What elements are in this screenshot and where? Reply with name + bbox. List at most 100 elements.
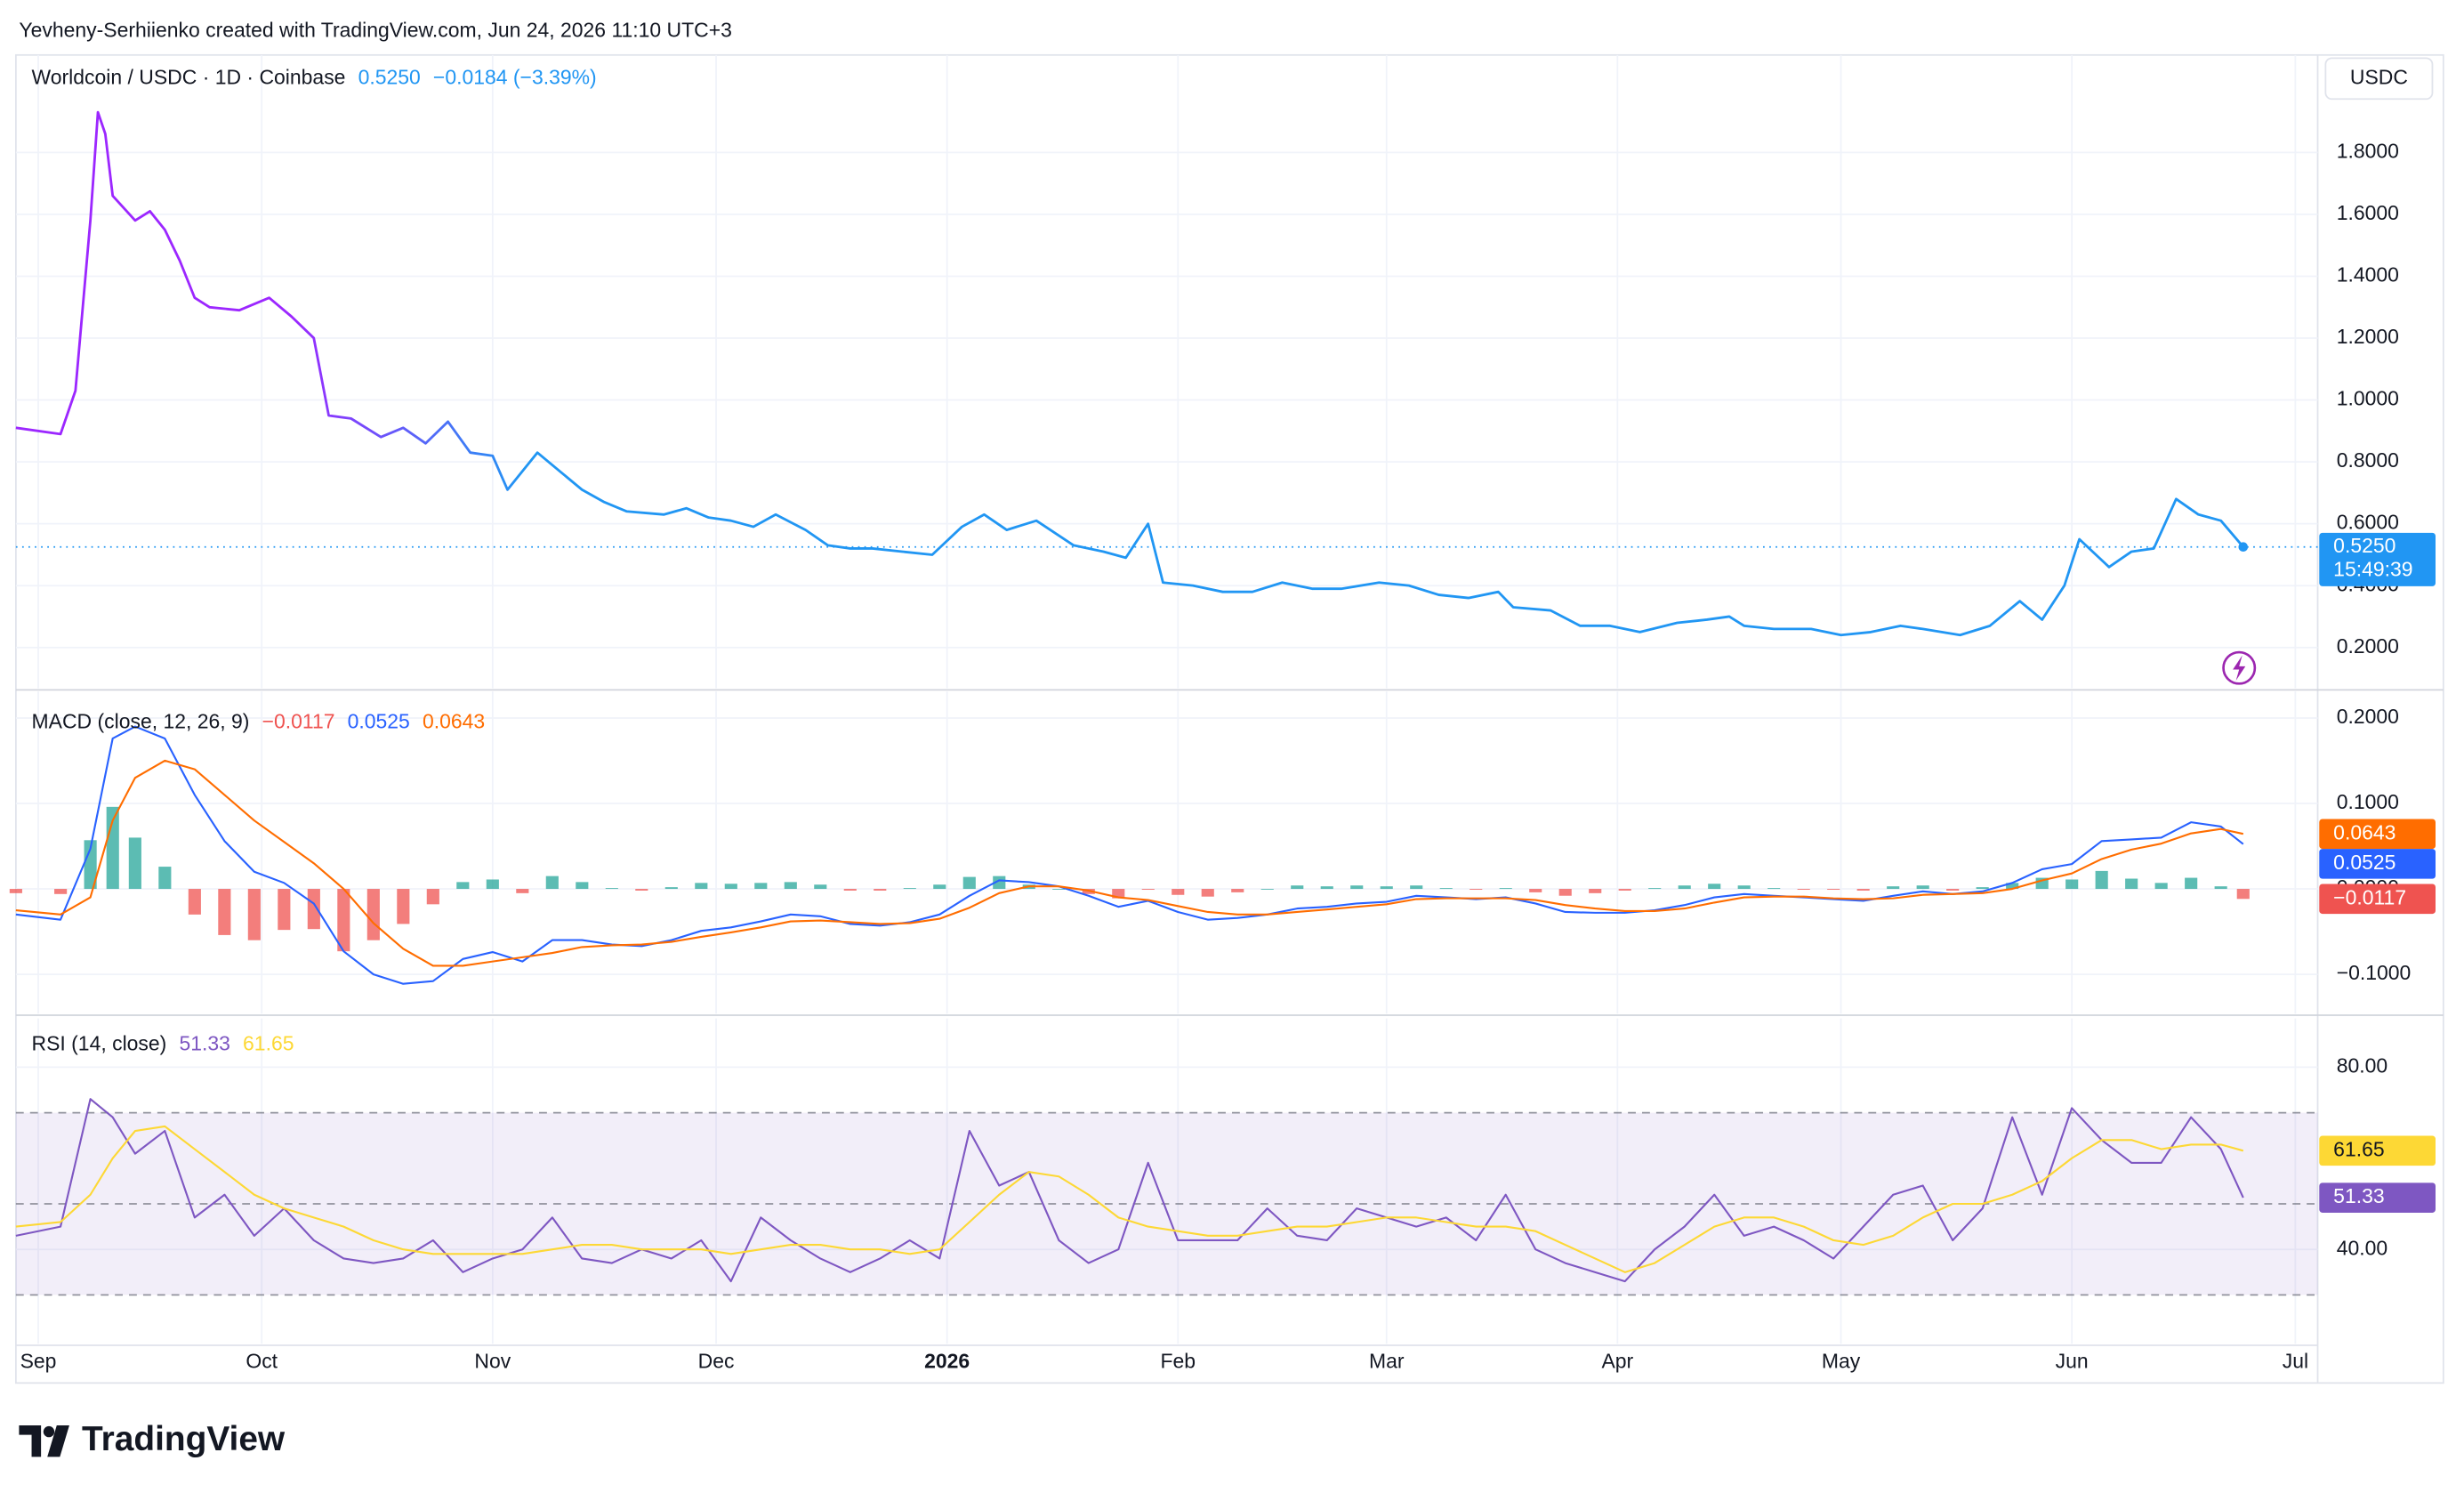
histogram-bar (1439, 888, 1453, 890)
value-tag (2319, 884, 2436, 915)
x-tick-label: 2026 (924, 1349, 970, 1372)
pane-title: Worldcoin / USDC · 1D · Coinbase (32, 65, 346, 88)
x-tick-label: Oct (246, 1349, 278, 1372)
histogram-bar (397, 889, 410, 924)
histogram-bar (2006, 883, 2019, 890)
x-tick-label: Dec (698, 1349, 735, 1372)
histogram-bar (1648, 888, 1662, 890)
value-tag (2319, 1135, 2436, 1166)
histogram-bar (2185, 877, 2198, 890)
histogram-bar (695, 883, 708, 890)
histogram-bar (247, 889, 261, 940)
legend-value: −0.0117 (262, 710, 335, 733)
value-tag-label: 51.33 (2333, 1184, 2384, 1207)
histogram-bar (1708, 884, 1721, 890)
y-tick-label: 0.1000 (2337, 790, 2399, 813)
histogram-bar (307, 889, 320, 930)
histogram-bar (1291, 885, 1304, 890)
credit: Yevheny-Serhiienko created with TradingV… (19, 18, 732, 41)
x-tick-label: Mar (1369, 1349, 1405, 1372)
histogram-bar (2095, 870, 2108, 890)
y-tick-label: 0.2000 (2337, 634, 2399, 658)
y-tick-label: 80.00 (2337, 1053, 2388, 1077)
histogram-bar (1916, 885, 1929, 890)
x-tick-label: Jun (2056, 1349, 2089, 1372)
histogram-bar (188, 889, 201, 915)
y-tick-label: 0.6000 (2337, 511, 2399, 534)
histogram-bar (754, 883, 768, 890)
value-tag (2319, 849, 2436, 879)
axis-unit: USDC (2350, 65, 2408, 88)
histogram-bar (54, 889, 68, 894)
histogram-bar (993, 876, 1006, 890)
histogram-bar (1797, 889, 1810, 891)
histogram-bar (1976, 887, 1989, 890)
histogram-bar (106, 806, 119, 890)
x-tick-label: Jul (2283, 1349, 2308, 1372)
histogram-bar (1887, 886, 1900, 890)
y-tick-label: 1.0000 (2337, 387, 2399, 410)
y-tick-label: −0.1000 (2337, 961, 2412, 984)
histogram-bar (128, 837, 141, 890)
histogram-bar (337, 889, 350, 952)
unit-box (2324, 57, 2434, 101)
y-tick-label: 1.2000 (2337, 325, 2399, 348)
last-price-dot (2238, 542, 2249, 553)
histogram-bar (576, 882, 589, 890)
brand-logo (19, 1425, 69, 1457)
value-tag (2319, 819, 2436, 850)
histogram-bar (724, 884, 737, 890)
mark-layer (9, 110, 2250, 1283)
histogram-bar (1589, 889, 1602, 893)
value-tag (2319, 1182, 2436, 1213)
value-tag-label: 61.65 (2333, 1137, 2384, 1160)
histogram-bar (903, 888, 916, 890)
indicator-line (15, 759, 2244, 967)
histogram-bar (2214, 886, 2227, 890)
histogram-bar (1112, 889, 1125, 899)
histogram-bar (664, 887, 678, 890)
histogram-bar (84, 840, 97, 890)
legend-value: 0.5250 (358, 65, 421, 88)
price-line (15, 110, 2244, 637)
histogram-bar (1350, 885, 1364, 890)
legend-value: 61.65 (243, 1032, 294, 1055)
histogram-bar (426, 889, 439, 905)
histogram-bar (486, 879, 499, 890)
legend-value: 0.0525 (348, 710, 410, 733)
pane-title: MACD (close, 12, 26, 9) (32, 710, 250, 733)
alert-icon (2222, 650, 2257, 685)
y-tick-label: 1.4000 (2337, 263, 2399, 286)
histogram-bar (635, 889, 648, 891)
histogram-bar (1827, 889, 1840, 891)
histogram-bar (1231, 889, 1244, 892)
histogram-bar (814, 884, 827, 890)
y-tick-label: 1.8000 (2337, 139, 2399, 162)
histogram-bar (278, 889, 291, 931)
legend-value: 51.33 (179, 1032, 229, 1055)
histogram-bar (516, 889, 529, 893)
histogram-bar (1767, 888, 1781, 890)
histogram-bar (933, 884, 946, 890)
histogram-bar (874, 889, 887, 891)
histogram-bar (9, 889, 22, 893)
histogram-bar (1380, 886, 1393, 890)
histogram-bar (962, 876, 976, 890)
histogram-bar (366, 889, 380, 940)
indicator-line (15, 1125, 2244, 1273)
y-tick-label: 40.00 (2337, 1236, 2388, 1259)
legend-value: 0.0643 (423, 710, 485, 733)
y-tick-label: 0.2000 (2337, 705, 2399, 728)
histogram-bar (1470, 889, 1483, 891)
pane-title: RSI (14, close) (32, 1032, 167, 1055)
histogram-bar (2154, 883, 2168, 890)
value-tag (2319, 532, 2436, 586)
histogram-bar (218, 889, 231, 935)
histogram-bar (2236, 889, 2250, 900)
histogram-bar (1052, 889, 1066, 890)
histogram-bar (1678, 885, 1691, 890)
histogram-bar (1172, 889, 1185, 895)
